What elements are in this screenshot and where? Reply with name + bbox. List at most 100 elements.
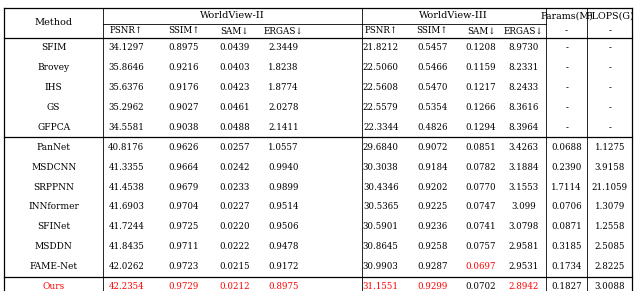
Text: 0.5470: 0.5470 — [417, 83, 447, 92]
Text: 0.9172: 0.9172 — [268, 262, 298, 271]
Text: 41.7244: 41.7244 — [108, 223, 144, 231]
Text: SSIM↑: SSIM↑ — [168, 26, 200, 35]
Text: MSDCNN: MSDCNN — [31, 163, 76, 172]
Text: 0.9184: 0.9184 — [417, 163, 448, 172]
Text: -: - — [609, 83, 611, 92]
Text: 0.0212: 0.0212 — [220, 282, 250, 291]
Text: PSNR↑: PSNR↑ — [109, 26, 143, 35]
Text: 3.9158: 3.9158 — [595, 163, 625, 172]
Text: 0.9236: 0.9236 — [417, 223, 447, 231]
Text: 31.1551: 31.1551 — [363, 282, 399, 291]
Text: GS: GS — [47, 103, 60, 112]
Text: 0.0706: 0.0706 — [551, 202, 582, 211]
Text: 0.5466: 0.5466 — [417, 63, 447, 72]
Text: 1.8774: 1.8774 — [268, 83, 298, 92]
Text: 1.2558: 1.2558 — [595, 223, 625, 231]
Text: 8.3616: 8.3616 — [509, 103, 539, 112]
Text: 30.9903: 30.9903 — [363, 262, 399, 271]
Text: FLOPS(G): FLOPS(G) — [586, 11, 634, 20]
Text: 0.9478: 0.9478 — [268, 242, 298, 251]
Text: 3.0088: 3.0088 — [595, 282, 625, 291]
Text: -: - — [565, 103, 568, 112]
Text: 1.7114: 1.7114 — [551, 182, 582, 192]
Text: 21.1059: 21.1059 — [592, 182, 628, 192]
Text: 30.5365: 30.5365 — [363, 202, 399, 211]
Text: -: - — [609, 43, 611, 52]
Text: 0.0871: 0.0871 — [551, 223, 582, 231]
Text: INNformer: INNformer — [28, 202, 79, 211]
Text: -: - — [565, 26, 568, 35]
Text: 42.0262: 42.0262 — [108, 262, 144, 271]
Text: 0.9506: 0.9506 — [268, 223, 298, 231]
Text: 42.2354: 42.2354 — [108, 282, 144, 291]
Text: -: - — [609, 63, 611, 72]
Text: 2.0278: 2.0278 — [268, 103, 298, 112]
Text: 0.9704: 0.9704 — [169, 202, 199, 211]
Text: 1.3079: 1.3079 — [595, 202, 625, 211]
Text: 0.9899: 0.9899 — [268, 182, 298, 192]
Text: 0.8975: 0.8975 — [169, 43, 199, 52]
Text: 22.5608: 22.5608 — [363, 83, 399, 92]
Text: 0.0741: 0.0741 — [466, 223, 497, 231]
Text: SFIM: SFIM — [41, 43, 67, 52]
Text: 2.8225: 2.8225 — [595, 262, 625, 271]
Text: 2.9581: 2.9581 — [509, 242, 539, 251]
Text: 0.9202: 0.9202 — [417, 182, 447, 192]
Text: 41.8435: 41.8435 — [108, 242, 144, 251]
Text: SSIM↑: SSIM↑ — [417, 26, 448, 35]
Text: -: - — [565, 63, 568, 72]
Text: 0.9027: 0.9027 — [169, 103, 199, 112]
Text: 35.8646: 35.8646 — [108, 63, 144, 72]
Text: 0.0747: 0.0747 — [466, 202, 497, 211]
Text: 0.1294: 0.1294 — [466, 123, 497, 132]
Text: 22.5579: 22.5579 — [363, 103, 399, 112]
Text: 0.0242: 0.0242 — [220, 163, 250, 172]
Text: 0.0215: 0.0215 — [220, 262, 250, 271]
Text: 0.3185: 0.3185 — [551, 242, 582, 251]
Text: 0.9216: 0.9216 — [169, 63, 199, 72]
Text: 0.4826: 0.4826 — [417, 123, 447, 132]
Text: 0.9287: 0.9287 — [417, 262, 447, 271]
Text: PanNet: PanNet — [36, 143, 70, 152]
Text: -: - — [565, 43, 568, 52]
Text: 35.2962: 35.2962 — [108, 103, 144, 112]
Text: 0.9038: 0.9038 — [169, 123, 199, 132]
Text: 0.0770: 0.0770 — [466, 182, 497, 192]
Text: 0.0233: 0.0233 — [220, 182, 250, 192]
Text: SAM↓: SAM↓ — [220, 26, 249, 35]
Text: Ours: Ours — [42, 282, 65, 291]
Text: 0.0697: 0.0697 — [466, 262, 497, 271]
Text: 0.9725: 0.9725 — [169, 223, 199, 231]
Text: WorldView-III: WorldView-III — [419, 11, 488, 20]
Text: 0.9679: 0.9679 — [169, 182, 199, 192]
Text: ERGAS↓: ERGAS↓ — [504, 26, 544, 35]
Text: 3.099: 3.099 — [511, 202, 536, 211]
Text: 22.3344: 22.3344 — [363, 123, 399, 132]
Text: Params(M): Params(M) — [540, 11, 593, 20]
Text: 41.6903: 41.6903 — [108, 202, 144, 211]
Text: 0.1827: 0.1827 — [551, 282, 582, 291]
Text: 0.5457: 0.5457 — [417, 43, 447, 52]
Text: 0.0257: 0.0257 — [220, 143, 250, 152]
Text: 0.1208: 0.1208 — [466, 43, 497, 52]
Text: 22.5060: 22.5060 — [363, 63, 399, 72]
Text: 8.3964: 8.3964 — [509, 123, 539, 132]
Text: 0.1734: 0.1734 — [552, 262, 582, 271]
Text: 35.6376: 35.6376 — [109, 83, 144, 92]
Text: GFPCA: GFPCA — [37, 123, 70, 132]
Text: 30.3038: 30.3038 — [363, 163, 399, 172]
Text: 3.4263: 3.4263 — [509, 143, 539, 152]
Text: 0.5354: 0.5354 — [417, 103, 447, 112]
Text: 2.8942: 2.8942 — [509, 282, 539, 291]
Text: 0.9940: 0.9940 — [268, 163, 298, 172]
Text: 41.4538: 41.4538 — [108, 182, 144, 192]
Text: 0.0227: 0.0227 — [220, 202, 250, 211]
Text: 41.3355: 41.3355 — [108, 163, 144, 172]
Text: 34.5581: 34.5581 — [108, 123, 144, 132]
Text: 0.9225: 0.9225 — [417, 202, 447, 211]
Text: 8.9730: 8.9730 — [509, 43, 539, 52]
Text: 0.9176: 0.9176 — [169, 83, 199, 92]
Text: 0.9514: 0.9514 — [268, 202, 298, 211]
Text: 1.1275: 1.1275 — [595, 143, 625, 152]
Text: FAME-Net: FAME-Net — [29, 262, 77, 271]
